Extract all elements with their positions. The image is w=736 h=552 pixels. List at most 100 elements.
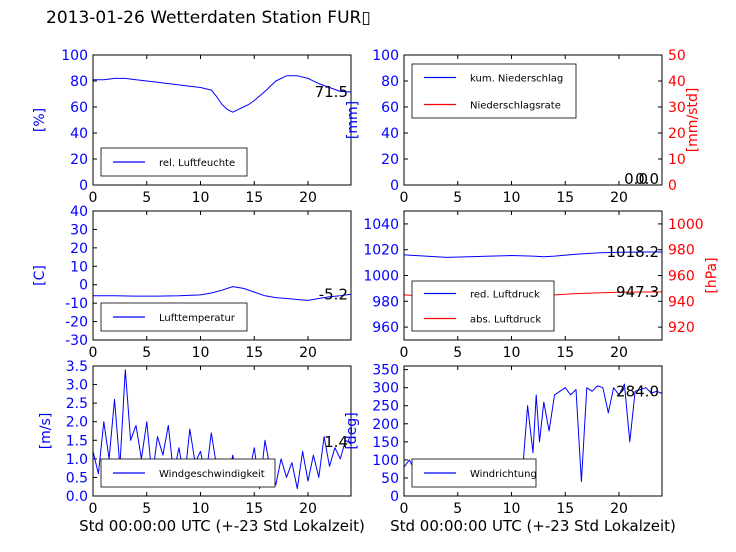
y2-axis-label: [hPa] <box>704 257 720 293</box>
x-tick-label: 15 <box>556 190 574 206</box>
legend-label: red. Luftdruck <box>470 290 540 301</box>
plot-frame <box>92 365 352 497</box>
x-tick-label: 20 <box>610 190 628 206</box>
y2-tick-label: 960 <box>668 269 695 285</box>
x-tick-label: 0 <box>89 345 98 361</box>
x-tick-label: 5 <box>142 345 151 361</box>
y-axis-label: [m/s] <box>38 413 54 450</box>
x-tick-label: 10 <box>503 501 521 517</box>
y-tick-label: 100 <box>372 48 399 64</box>
value-label: 0.0 <box>635 170 659 188</box>
y2-tick-label: 10 <box>668 152 686 168</box>
y2-tick-label: 50 <box>668 48 686 64</box>
y-tick-label: -10 <box>65 296 88 312</box>
y-axis-label: [deg] <box>344 412 360 449</box>
legend-box <box>411 280 555 332</box>
x-tick-label: 5 <box>453 345 462 361</box>
y-axis-label: [%] <box>32 108 48 132</box>
x-tick-label: 0 <box>400 190 409 206</box>
y-tick-label: 200 <box>372 417 399 433</box>
y2-tick-label: 980 <box>668 243 695 259</box>
y2-tick-label: 40 <box>668 74 686 90</box>
y-tick-label: 150 <box>372 435 399 451</box>
value-label: 1.4 <box>324 433 348 451</box>
y-tick-label: 1.0 <box>66 452 88 468</box>
y2-tick-label: 0 <box>668 178 677 194</box>
series-line <box>93 75 352 113</box>
chart-panel-pressure: 0 5 10 15 20 960 980 1000 1020 1040 920 940 960 980 10… <box>363 210 720 361</box>
x-tick-label: 20 <box>299 345 317 361</box>
value-label: 0.0 <box>624 170 648 188</box>
y-axis-label: [mm] <box>345 101 361 139</box>
y-tick-label: 0 <box>79 278 88 294</box>
x-tick-label: 15 <box>245 345 263 361</box>
chart-panel-wind_speed: 0 5 10 15 20 0.0 0.5 1.0 1.5 2.0 2.5 3.0 3.5 [m/s] 1.4… <box>38 359 365 535</box>
value-label: 947.3 <box>616 283 659 301</box>
y-tick-label: 3.5 <box>66 359 88 375</box>
legend-label: rel. Luftfeuchte <box>159 158 235 169</box>
y-tick-label: 2.5 <box>66 396 88 412</box>
y-tick-label: 0 <box>79 178 88 194</box>
y-tick-label: 30 <box>70 222 88 238</box>
value-label: -5.2 <box>319 285 348 303</box>
plot-frame <box>403 54 663 186</box>
value-label: 1018.2 <box>607 243 660 261</box>
series-line <box>403 251 662 258</box>
x-tick-label: 10 <box>192 501 210 517</box>
y-tick-label: 100 <box>61 48 88 64</box>
y-tick-label: 350 <box>372 363 399 379</box>
x-tick-label: 20 <box>299 501 317 517</box>
y-tick-label: 1040 <box>363 217 399 233</box>
y-tick-label: 20 <box>70 241 88 257</box>
x-tick-label: 10 <box>503 345 521 361</box>
y-tick-label: 80 <box>381 74 399 90</box>
y-tick-label: 10 <box>70 259 88 275</box>
x-tick-label: 10 <box>503 190 521 206</box>
value-label: 71.5 <box>315 83 348 101</box>
x-tick-label: 15 <box>556 345 574 361</box>
y-tick-label: 2.0 <box>66 415 88 431</box>
y-tick-label: 1.5 <box>66 433 88 449</box>
x-tick-label: 20 <box>610 345 628 361</box>
y-tick-label: 0 <box>390 178 399 194</box>
chart-panel-humidity: 0 5 10 15 20 0 20 40 60 80 100 [%] 71.5 rel. Luftfeuc… <box>32 48 352 206</box>
chart-panel-wind_direction: 0 5 10 15 20050100150200250300350[deg]284.0W… <box>344 363 676 535</box>
y-tick-label: 0 <box>390 489 399 505</box>
y-tick-label: 60 <box>381 100 399 116</box>
x-axis-label: Std 00:00:00 UTC (+-23 Std Lokalzeit) <box>390 517 676 535</box>
plot-frame <box>403 365 663 497</box>
y-tick-label: 40 <box>70 126 88 142</box>
x-tick-label: 0 <box>89 190 98 206</box>
x-tick-label: 20 <box>610 501 628 517</box>
x-tick-label: 20 <box>299 190 317 206</box>
chart-panel-precip: 0 5 10 15 20 0 20 40 60 80 100 [mm] 0 10 20 30 40 50 [mm/s… <box>345 48 701 206</box>
x-tick-label: 5 <box>453 501 462 517</box>
legend-label: Lufttemperatur <box>159 313 236 324</box>
plot-frame <box>92 54 352 186</box>
y-tick-label: 100 <box>372 453 399 469</box>
y-tick-label: 40 <box>381 126 399 142</box>
y2-tick-label: 20 <box>668 126 686 142</box>
chart-panel-temperature: 0 5 10 15 20 -30 -20 -10 0 10 20 30 40 [C] -5.2 Lufttem… <box>32 204 352 361</box>
y-tick-label: 50 <box>381 471 399 487</box>
series-line <box>93 286 352 301</box>
y-tick-label: -30 <box>65 333 88 349</box>
x-tick-label: 10 <box>192 345 210 361</box>
y-tick-label: 0.0 <box>66 489 88 505</box>
y-tick-label: -20 <box>65 315 88 331</box>
y-axis-label: [C] <box>32 265 48 286</box>
legend-label: kum. Niederschlag <box>470 74 563 85</box>
x-tick-label: 0 <box>89 501 98 517</box>
value-label: 284.0 <box>616 382 659 400</box>
x-tick-label: 5 <box>142 501 151 517</box>
y2-tick-label: 30 <box>668 100 686 116</box>
y2-tick-label: 1000 <box>668 217 704 233</box>
y-tick-label: 20 <box>381 152 399 168</box>
legend-label: abs. Luftdruck <box>470 315 541 326</box>
y2-tick-label: 920 <box>668 320 695 336</box>
y-tick-label: 0.5 <box>66 470 88 486</box>
x-tick-label: 5 <box>453 190 462 206</box>
x-axis-label: Std 00:00:00 UTC (+-23 Std Lokalzeit) <box>79 517 365 535</box>
plot-frame <box>403 210 663 341</box>
